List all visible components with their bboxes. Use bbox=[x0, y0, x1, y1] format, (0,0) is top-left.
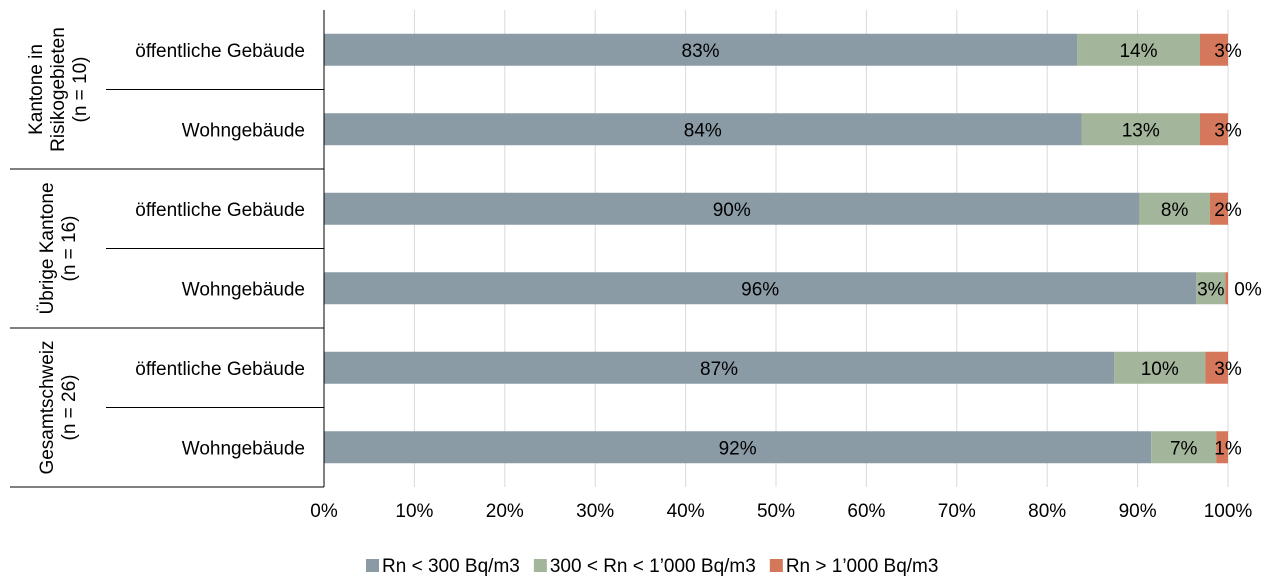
group-labels: Kantone inRisikogebieten(n = 10) Übrige K… bbox=[26, 27, 91, 474]
x-tick-label: 50% bbox=[757, 501, 795, 522]
legend-swatch bbox=[533, 559, 547, 572]
group-label-line: (n = 26) bbox=[59, 374, 80, 440]
bar-segment bbox=[324, 113, 1082, 146]
x-tick-label: 60% bbox=[847, 501, 885, 522]
category-label: öffentliche Gebäude bbox=[135, 359, 305, 380]
group-label: Kantone inRisikogebieten(n = 10) bbox=[26, 27, 91, 152]
category-label: öffentliche Gebäude bbox=[135, 200, 305, 221]
bar-segment bbox=[324, 272, 1197, 305]
data-label: 96% bbox=[741, 279, 779, 300]
x-tick-label: 40% bbox=[667, 501, 705, 522]
data-label: 83% bbox=[682, 41, 720, 62]
legend-label: Rn < 300 Bq/m3 bbox=[382, 556, 520, 577]
data-label: 10% bbox=[1141, 359, 1179, 380]
group-label-line: (n = 16) bbox=[59, 215, 80, 281]
group-label-line: Übrige Kantone bbox=[37, 182, 58, 314]
bar-segment bbox=[1077, 33, 1200, 66]
bar-segment bbox=[1196, 272, 1226, 305]
group-label-line: Kantone in bbox=[26, 44, 47, 135]
bar-segment bbox=[1199, 113, 1228, 146]
data-label: 87% bbox=[700, 359, 738, 380]
data-label: 1% bbox=[1214, 438, 1242, 459]
bar-segment bbox=[324, 192, 1140, 225]
bar-segment bbox=[1139, 192, 1210, 225]
gridlines bbox=[413, 10, 1229, 487]
data-label: 90% bbox=[713, 200, 751, 221]
data-label: 8% bbox=[1161, 200, 1189, 221]
legend-label: 300 < Rn < 1’000 Bq/m3 bbox=[550, 556, 756, 577]
bar-segment bbox=[324, 431, 1152, 464]
x-tick-label: 0% bbox=[310, 501, 338, 522]
category-label: Wohngebäude bbox=[182, 279, 305, 300]
data-label: 7% bbox=[1170, 438, 1198, 459]
category-label: Wohngebäude bbox=[182, 438, 305, 459]
legend-swatch bbox=[366, 559, 379, 572]
bar-segment bbox=[324, 33, 1078, 66]
bar-segment bbox=[1209, 192, 1228, 225]
bar-segment bbox=[1225, 272, 1228, 305]
bar-segment bbox=[324, 351, 1115, 384]
legend: Rn < 300 Bq/m3 300 < Rn < 1’000 Bq/m3 Rn >… bbox=[366, 556, 938, 577]
data-label: 3% bbox=[1214, 359, 1242, 380]
x-tick-label: 70% bbox=[938, 501, 976, 522]
bars bbox=[324, 33, 1228, 464]
data-label: 13% bbox=[1122, 120, 1160, 141]
data-label: 14% bbox=[1119, 41, 1157, 62]
group-label-line: Risikogebieten bbox=[48, 27, 69, 152]
x-tick-label: 90% bbox=[1119, 501, 1157, 522]
bar-segment bbox=[1199, 33, 1228, 66]
bar-segment bbox=[1216, 431, 1228, 464]
x-tick-label: 100% bbox=[1204, 501, 1253, 522]
data-label: 3% bbox=[1214, 41, 1242, 62]
x-tick-label: 20% bbox=[486, 501, 524, 522]
bar-segment bbox=[1151, 431, 1217, 464]
group-label: Gesamtschweiz(n = 26) bbox=[37, 340, 80, 474]
x-axis-tick-labels: 0% 10% 20% 30% 40% 50% 60% 70% 80% 90% 100% bbox=[310, 501, 1252, 522]
data-label: 92% bbox=[719, 438, 757, 459]
data-label: 84% bbox=[684, 120, 722, 141]
group-label-line: Gesamtschweiz bbox=[37, 340, 58, 474]
bar-segment bbox=[1081, 113, 1200, 146]
data-label: 0% bbox=[1234, 279, 1262, 300]
group-label-line: (n = 10) bbox=[70, 56, 91, 122]
legend-label: Rn > 1’000 Bq/m3 bbox=[786, 556, 939, 577]
x-tick-label: 80% bbox=[1028, 501, 1066, 522]
data-label: 3% bbox=[1214, 120, 1242, 141]
bar-segment bbox=[1205, 351, 1228, 384]
bar-segment bbox=[1114, 351, 1206, 384]
category-label: öffentliche Gebäude bbox=[135, 41, 305, 62]
data-label: 2% bbox=[1214, 200, 1242, 221]
x-tick-label: 30% bbox=[576, 501, 614, 522]
data-label: 3% bbox=[1197, 279, 1225, 300]
x-tick-label: 10% bbox=[395, 501, 433, 522]
group-label: Übrige Kantone(n = 16) bbox=[37, 182, 80, 314]
axes bbox=[10, 10, 325, 488]
category-label: Wohngebäude bbox=[182, 120, 305, 141]
legend-swatch bbox=[769, 559, 783, 572]
category-labels: öffentliche Gebäude Wohngebäude öffentlich… bbox=[135, 41, 305, 460]
data-labels: 83% 14% 3% 84% 13% 3% 90% 8% 2% 96% 3% 0% 87% 10% 3% 92… bbox=[682, 41, 1262, 460]
